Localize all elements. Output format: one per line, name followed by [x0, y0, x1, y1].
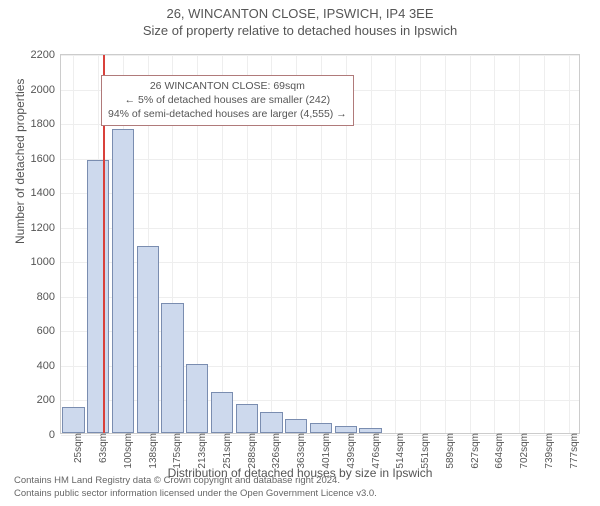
- gridline-v: [519, 55, 520, 433]
- gridline-v: [494, 55, 495, 433]
- annotation-line: 26 WINCANTON CLOSE: 69sqm: [108, 79, 347, 93]
- x-tick-label: 476sqm: [371, 433, 382, 469]
- bar: [161, 303, 183, 433]
- y-tick-label: 2000: [31, 84, 55, 96]
- chart-container: 0200400600800100012001400160018002000220…: [60, 54, 580, 434]
- y-tick-label: 1200: [31, 222, 55, 234]
- bar: [335, 426, 357, 433]
- title-main: 26, WINCANTON CLOSE, IPSWICH, IP4 3EE: [0, 6, 600, 21]
- x-tick-label: 664sqm: [494, 433, 505, 469]
- plot-area: 0200400600800100012001400160018002000220…: [60, 54, 580, 434]
- y-tick-label: 1800: [31, 118, 55, 130]
- x-tick-label: 25sqm: [73, 433, 84, 463]
- bar: [285, 419, 307, 433]
- x-tick-label: 401sqm: [321, 433, 332, 469]
- annotation-line: ← 5% of detached houses are smaller (242…: [108, 93, 347, 107]
- gridline-v: [420, 55, 421, 433]
- footer-line2: Contains public sector information licen…: [14, 488, 377, 500]
- gridline-v: [73, 55, 74, 433]
- footer-line1: Contains HM Land Registry data © Crown c…: [14, 475, 377, 487]
- bar: [87, 160, 109, 433]
- x-tick-label: 100sqm: [123, 433, 134, 469]
- bar: [260, 412, 282, 433]
- x-tick-label: 589sqm: [445, 433, 456, 469]
- x-tick-label: 251sqm: [222, 433, 233, 469]
- gridline-v: [470, 55, 471, 433]
- gridline-h: [61, 159, 579, 160]
- y-tick-label: 400: [37, 360, 55, 372]
- bar: [310, 423, 332, 433]
- gridline-v: [395, 55, 396, 433]
- x-tick-label: 514sqm: [395, 433, 406, 469]
- y-tick-label: 200: [37, 394, 55, 406]
- x-tick-label: 363sqm: [296, 433, 307, 469]
- bar: [211, 392, 233, 433]
- y-tick-label: 1600: [31, 153, 55, 165]
- y-axis-label: Number of detached properties: [13, 79, 27, 244]
- x-tick-label: 288sqm: [247, 433, 258, 469]
- y-tick-label: 0: [49, 429, 55, 441]
- bar: [137, 246, 159, 433]
- bar: [62, 407, 84, 433]
- footer-text: Contains HM Land Registry data © Crown c…: [14, 475, 377, 500]
- y-tick-label: 800: [37, 291, 55, 303]
- gridline-v: [371, 55, 372, 433]
- x-tick-label: 326sqm: [271, 433, 282, 469]
- y-tick-label: 600: [37, 325, 55, 337]
- gridline-v: [544, 55, 545, 433]
- title-sub: Size of property relative to detached ho…: [0, 23, 600, 38]
- gridline-h: [61, 228, 579, 229]
- annotation-box: 26 WINCANTON CLOSE: 69sqm← 5% of detache…: [101, 75, 354, 126]
- y-tick-label: 2200: [31, 49, 55, 61]
- x-tick-label: 63sqm: [98, 433, 109, 463]
- bar: [186, 364, 208, 433]
- x-tick-label: 777sqm: [569, 433, 580, 469]
- bar: [112, 129, 134, 433]
- x-tick-label: 627sqm: [470, 433, 481, 469]
- annotation-line: 94% of semi-detached houses are larger (…: [108, 107, 347, 121]
- x-tick-label: 702sqm: [519, 433, 530, 469]
- x-tick-label: 175sqm: [172, 433, 183, 469]
- gridline-h: [61, 193, 579, 194]
- gridline-v: [569, 55, 570, 433]
- gridline-h: [61, 55, 579, 56]
- x-tick-label: 213sqm: [197, 433, 208, 469]
- x-tick-label: 739sqm: [544, 433, 555, 469]
- x-tick-label: 138sqm: [148, 433, 159, 469]
- bar: [236, 404, 258, 433]
- x-tick-label: 439sqm: [346, 433, 357, 469]
- gridline-v: [445, 55, 446, 433]
- x-tick-label: 551sqm: [420, 433, 431, 469]
- y-tick-label: 1400: [31, 187, 55, 199]
- y-tick-label: 1000: [31, 256, 55, 268]
